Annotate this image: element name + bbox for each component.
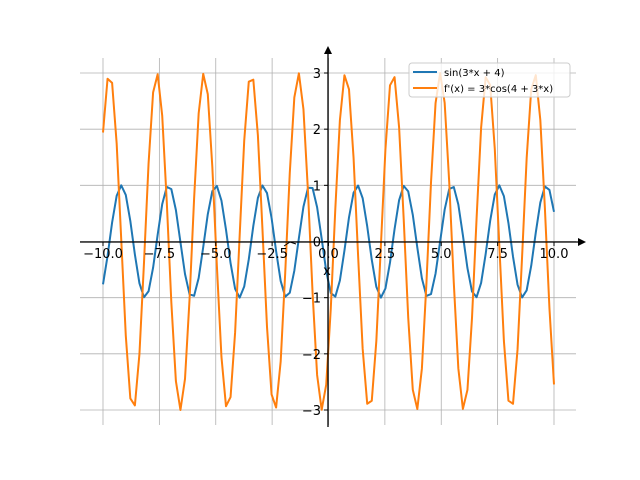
legend-entry-sin: sin(3*x + 4)	[444, 68, 505, 79]
x-tick-label-0: −10.0	[83, 247, 123, 262]
x-tick-label-1: −7.5	[144, 247, 176, 262]
y-tick-label-5: 2	[313, 123, 321, 138]
axes	[80, 46, 586, 427]
x-tick-label-2: −5.0	[200, 247, 232, 262]
y-axis-arrow	[324, 46, 332, 54]
x-tick-label-6: 5.0	[431, 247, 452, 262]
x-axis-label: x	[323, 264, 331, 279]
x-axis-arrow	[578, 238, 586, 246]
y-tick-label-6: 3	[313, 67, 321, 82]
y-tick-label-1: −2	[302, 348, 321, 363]
x-tick-label-3: −2.5	[256, 247, 288, 262]
y-tick-label-2: −1	[302, 292, 321, 307]
y-tick-label-3: 0	[313, 236, 321, 251]
y-tick-label-0: −3	[302, 404, 321, 419]
x-tick-label-8: 10.0	[540, 247, 569, 262]
y-tick-label-4: 1	[313, 179, 321, 194]
legend-entry-derivative: f'(x) = 3*cos(4 + 3*x)	[444, 84, 553, 95]
legend-box	[408, 62, 571, 98]
legend: sin(3*x + 4) f'(x) = 3*cos(4 + 3*x)	[408, 62, 571, 98]
x-tick-label-5: 2.5	[375, 247, 396, 262]
x-tick-label-7: 7.5	[487, 247, 508, 262]
x-tick-label-4: 0.0	[318, 247, 339, 262]
x-axis-label-marker	[283, 241, 297, 247]
tick-labels: −10.0 −7.5 −5.0 −2.5 0.0 2.5 5.0 7.5 10.0 −3 −2 −1 0…	[83, 67, 568, 419]
